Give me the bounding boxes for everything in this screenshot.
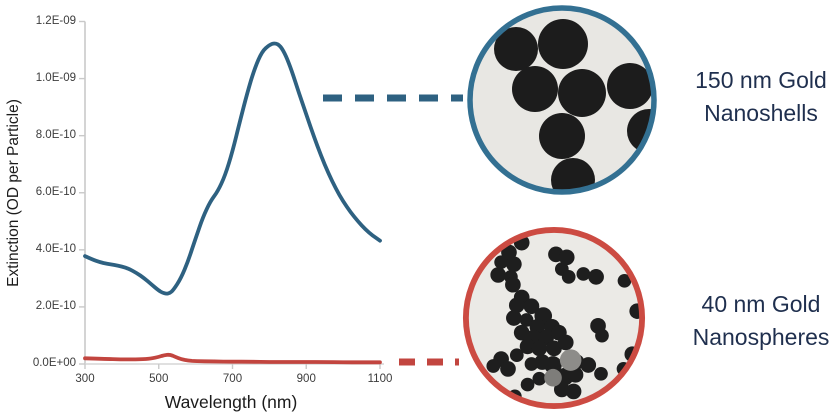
- particle: [544, 356, 562, 374]
- particle: [617, 273, 632, 288]
- particle: [594, 366, 608, 381]
- particle: [506, 310, 522, 326]
- particle: [490, 267, 507, 283]
- particle: [554, 381, 570, 398]
- x-tick-label: 500: [149, 373, 169, 385]
- particle: [494, 27, 538, 71]
- nanoshell-image-ring: [467, 5, 657, 195]
- nanoshells-label-line1: 150 nm Gold: [695, 67, 827, 93]
- particle: [538, 19, 588, 69]
- particle: [558, 249, 575, 266]
- particle: [519, 338, 536, 355]
- particle: [595, 328, 609, 343]
- particle: [565, 383, 582, 400]
- particle: [509, 348, 524, 363]
- particle: [508, 297, 525, 314]
- particle: [546, 340, 562, 357]
- y-tick-label: 1.0E-09: [35, 71, 76, 84]
- particle: [512, 66, 558, 112]
- nanospheres-label: 40 nm Gold Nanospheres: [660, 288, 840, 354]
- particle: [505, 276, 521, 293]
- y-tick-label: 8.0E-10: [35, 128, 76, 141]
- x-tick-label: 700: [222, 373, 243, 385]
- particle: [519, 313, 534, 327]
- particle: [486, 359, 501, 373]
- particle: [567, 366, 584, 383]
- x-axis-title: Wavelength (nm): [164, 392, 298, 412]
- tem-image-40nm-nanospheres: [462, 226, 646, 410]
- particle: [576, 267, 591, 281]
- particle: [506, 256, 522, 272]
- particle: [532, 371, 547, 386]
- y-tick-label: 0.0E+00: [32, 357, 76, 369]
- particle: [588, 269, 604, 285]
- particle: [559, 349, 582, 371]
- spectrum-curve-nanospheres: [83, 352, 382, 365]
- particle: [523, 298, 540, 315]
- particle: [607, 63, 653, 109]
- nanoshells-label-line2: Nanoshells: [704, 100, 818, 126]
- x-tick-label: 1100: [367, 373, 393, 385]
- nanosphere-image-ring: [462, 226, 646, 410]
- particle: [561, 270, 576, 284]
- particle: [580, 357, 597, 373]
- nanospheres-label-line2: Nanospheres: [692, 324, 830, 350]
- nanoshells-label: 150 nm Gold Nanoshells: [660, 64, 840, 130]
- y-tick-label: 2.0E-10: [35, 299, 76, 312]
- spectrum-curve-nanoshells: [83, 41, 382, 296]
- y-axis-title: Extinction (OD per Particle): [5, 99, 22, 287]
- x-tick-label: 300: [75, 373, 95, 385]
- y-tick-label: 6.0E-10: [35, 185, 76, 198]
- particle: [557, 334, 574, 351]
- y-tick-label: 4.0E-10: [35, 242, 76, 255]
- tem-image-150nm-nanoshells: [467, 5, 657, 195]
- particle: [539, 113, 585, 159]
- x-tick-label: 900: [296, 373, 316, 385]
- y-tick-label: 1.2E-09: [35, 14, 76, 27]
- particle: [500, 361, 516, 377]
- particle: [544, 368, 562, 387]
- particle: [513, 324, 530, 341]
- particle: [520, 377, 535, 392]
- particle: [494, 255, 508, 270]
- particle: [531, 340, 548, 357]
- particle: [558, 69, 606, 117]
- nanospheres-label-line1: 40 nm Gold: [701, 291, 821, 317]
- spectra-curves: [83, 41, 382, 365]
- nanosphere-particles: [486, 234, 643, 404]
- particle: [501, 244, 517, 261]
